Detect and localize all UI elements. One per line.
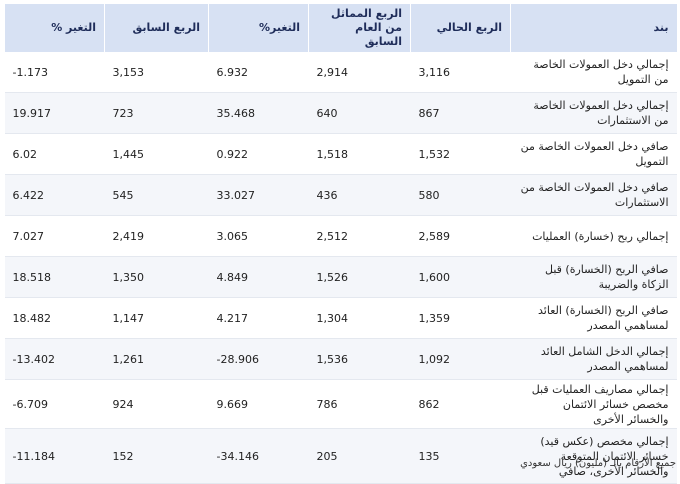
cell-current: 580 [410,174,511,216]
header-row: بند الربع الحالي الربع المماثل من العام … [4,4,677,52]
cell-current: 1,600 [410,256,511,298]
table-row: إجمالي مخصص (عكس قيد) خسائر الائتمان الم… [4,428,677,484]
cell-previous: 545 [104,174,209,216]
cell-current: 867 [410,92,511,134]
row-item-label: صافي الربح (الخسارة) قبل الزكاة والضريبة [510,256,677,298]
header-previous-quarter: الربع السابق [104,4,209,52]
cell-same-last-year: 1,518 [308,133,411,175]
table-row: إجمالي ربح (خسارة) العمليات 2,589 2,512 … [4,215,677,257]
cell-same-last-year: 1,304 [308,297,411,339]
cell-same-last-year: 1,526 [308,256,411,298]
cell-change-qoq: 18.518 [4,256,105,298]
header-change-yoy: التغير% [208,4,309,52]
cell-change-qoq: 18.482 [4,297,105,339]
row-item-label: إجمالي الدخل الشامل العائد لمساهمي المصد… [510,338,677,380]
cell-same-last-year: 640 [308,92,411,134]
cell-change-yoy: 35.468 [208,92,309,134]
cell-change-qoq: 19.917 [4,92,105,134]
cell-current: 135 [410,428,511,484]
cell-previous: 1,350 [104,256,209,298]
row-item-label: صافي دخل العمولات الخاصة من الاستثمارات [510,174,677,216]
cell-change-qoq: 6.422 [4,174,105,216]
cell-change-yoy: 9.669 [208,379,309,429]
cell-previous: 723 [104,92,209,134]
cell-previous: 1,147 [104,297,209,339]
cell-same-last-year: 786 [308,379,411,429]
row-item-label: إجمالي مصاريف العمليات قبل مخصص خسائر ال… [510,379,677,429]
row-item-label: إجمالي دخل العمولات الخاصة من الاستثمارا… [510,92,677,134]
table-row: صافي دخل العمولات الخاصة من التمويل 1,53… [4,133,677,175]
cell-same-last-year: 2,914 [308,52,411,93]
cell-change-yoy: 3.065 [208,215,309,257]
table-row: إجمالي مصاريف العمليات قبل مخصص خسائر ال… [4,379,677,429]
cell-change-yoy: -28.906 [208,338,309,380]
cell-previous: 924 [104,379,209,429]
cell-current: 1,532 [410,133,511,175]
cell-previous: 3,153 [104,52,209,93]
cell-current: 2,589 [410,215,511,257]
header-current-quarter: الربع الحالي [410,4,511,52]
cell-change-yoy: 0.922 [208,133,309,175]
table-row: صافي الربح (الخسارة) العائد لمساهمي المص… [4,297,677,339]
cell-previous: 1,445 [104,133,209,175]
cell-current: 1,092 [410,338,511,380]
row-item-label: صافي الربح (الخسارة) العائد لمساهمي المص… [510,297,677,339]
cell-previous: 2,419 [104,215,209,257]
cell-change-yoy: 4.217 [208,297,309,339]
cell-same-last-year: 205 [308,428,411,484]
row-item-label: إجمالي مخصص (عكس قيد) خسائر الائتمان الم… [510,428,677,484]
cell-previous: 1,261 [104,338,209,380]
row-item-label: صافي دخل العمولات الخاصة من التمويل [510,133,677,175]
cell-current: 1,359 [410,297,511,339]
header-item: بند [510,4,677,52]
table-header: بند الربع الحالي الربع المماثل من العام … [4,4,677,52]
header-change-qoq: التغير % [4,4,105,52]
cell-change-yoy: 6.932 [208,52,309,93]
cell-change-qoq: 6.02 [4,133,105,175]
cell-change-qoq: -1.173 [4,52,105,93]
cell-change-qoq: -11.184 [4,428,105,484]
cell-change-yoy: 33.027 [208,174,309,216]
table-body: إجمالي دخل العمولات الخاصة من التمويل 3,… [4,52,677,484]
cell-same-last-year: 436 [308,174,411,216]
table-row: إجمالي دخل العمولات الخاصة من الاستثمارا… [4,92,677,134]
table-row: إجمالي الدخل الشامل العائد لمساهمي المصد… [4,338,677,380]
cell-change-qoq: 7.027 [4,215,105,257]
row-item-label: إجمالي دخل العمولات الخاصة من التمويل [510,52,677,93]
table-row: إجمالي دخل العمولات الخاصة من التمويل 3,… [4,52,677,93]
row-item-label: إجمالي ربح (خسارة) العمليات [510,215,677,257]
cell-change-yoy: 4.849 [208,256,309,298]
cell-same-last-year: 2,512 [308,215,411,257]
cell-change-qoq: -13.402 [4,338,105,380]
header-same-quarter-last-year: الربع المماثل من العام السابق [308,4,411,52]
cell-current: 3,116 [410,52,511,93]
cell-change-qoq: -6.709 [4,379,105,429]
cell-same-last-year: 1,536 [308,338,411,380]
financial-results-table: بند الربع الحالي الربع المماثل من العام … [4,4,677,484]
table-row: صافي الربح (الخسارة) قبل الزكاة والضريبة… [4,256,677,298]
units-footnote: جميع الأرقام بالـ (مليون) ريال سعودي [520,458,676,469]
cell-current: 862 [410,379,511,429]
cell-change-yoy: -34.146 [208,428,309,484]
table-row: صافي دخل العمولات الخاصة من الاستثمارات … [4,174,677,216]
cell-previous: 152 [104,428,209,484]
